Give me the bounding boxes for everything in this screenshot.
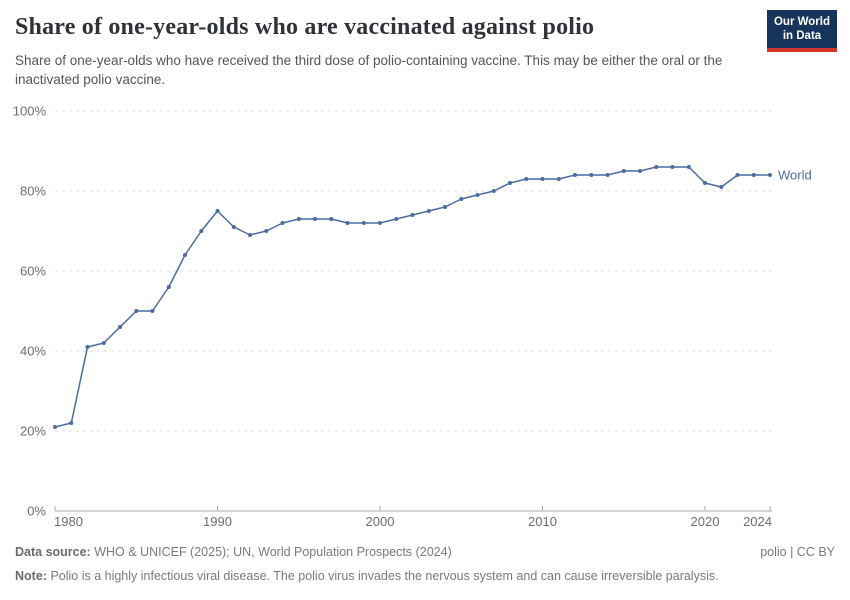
data-point: [573, 173, 577, 177]
x-axis-tick-label: 1990: [203, 514, 232, 529]
data-point: [329, 217, 334, 221]
chart-footer: Data source: WHO & UNICEF (2025); UN, Wo…: [15, 544, 835, 592]
data-point: [215, 209, 220, 213]
data-point: [313, 217, 317, 221]
data-point: [751, 173, 756, 177]
data-point: [410, 213, 415, 217]
data-point: [621, 169, 626, 173]
owid-logo-line2: in Data: [782, 30, 822, 43]
data-point: [231, 225, 236, 229]
data-point: [459, 197, 464, 201]
data-source-label: Data source:: [15, 545, 91, 559]
note-text: Polio is a highly infectious viral disea…: [50, 568, 719, 583]
data-point: [703, 181, 707, 185]
line-chart[interactable]: 0% 20% 40% 60% 80% 100% 1980 1990 2000 2010 2020 20…: [0, 95, 850, 540]
data-point: [508, 181, 512, 185]
data-point: [199, 229, 204, 233]
data-point: [134, 309, 139, 313]
data-point: [491, 189, 496, 193]
note-line: Note: Polio is a highly infectious viral…: [15, 568, 719, 585]
data-point: [524, 177, 529, 181]
data-point: [605, 173, 610, 177]
data-point: [85, 345, 90, 349]
x-axis-tick-label: 2010: [528, 514, 557, 529]
x-axis-tick-label: 2000: [366, 514, 395, 529]
chart-subtitle: Share of one-year-olds who have received…: [15, 53, 723, 87]
data-source-text: WHO & UNICEF (2025); UN, World Populatio…: [94, 545, 452, 559]
data-point: [638, 169, 642, 173]
page-title: Share of one-year-olds who are vaccinate…: [15, 14, 595, 40]
note-label: Note:: [15, 568, 47, 583]
data-point: [101, 341, 106, 345]
data-point: [118, 325, 122, 329]
data-point: [735, 173, 740, 177]
x-axis-tick-label: 2020: [691, 514, 720, 529]
license-link[interactable]: polio | CC BY: [760, 545, 835, 559]
owid-logo[interactable]: Our World in Data: [767, 10, 837, 52]
y-axis-tick-label: 100%: [13, 104, 47, 119]
data-point: [540, 177, 545, 181]
y-axis-tick-label: 80%: [20, 184, 46, 199]
data-point: [183, 253, 187, 257]
data-point: [69, 421, 74, 425]
data-point: [670, 165, 675, 169]
data-point: [768, 173, 772, 177]
series-line-world: [54, 166, 771, 428]
data-point: [345, 221, 350, 225]
data-point: [556, 177, 561, 181]
data-point: [248, 233, 252, 237]
data-point: [719, 185, 724, 189]
data-point: [475, 193, 480, 197]
data-point: [280, 221, 285, 225]
y-axis-tick-label: 20%: [20, 424, 46, 439]
data-point: [589, 173, 594, 177]
data-point: [426, 209, 431, 213]
y-axis-tick-label: 0%: [27, 504, 46, 519]
data-point: [166, 285, 171, 289]
data-source-line: Data source: WHO & UNICEF (2025); UN, Wo…: [15, 544, 452, 561]
owid-logo-line1: Our World: [773, 16, 830, 28]
data-point: [378, 221, 382, 225]
data-point: [686, 165, 691, 169]
data-point: [296, 217, 301, 221]
data-point: [394, 217, 399, 221]
y-axis-tick-label: 40%: [20, 344, 46, 359]
x-axis-tick-label: 1980: [54, 514, 83, 529]
x-axis-tick-label: 2024: [743, 514, 772, 529]
series-label-world[interactable]: World: [778, 168, 812, 183]
data-point: [53, 425, 57, 429]
data-point: [654, 165, 659, 169]
data-point: [150, 309, 155, 313]
data-point: [264, 229, 269, 233]
y-axis-tick-label: 60%: [20, 264, 46, 279]
data-point: [443, 205, 447, 209]
data-point: [361, 221, 366, 225]
